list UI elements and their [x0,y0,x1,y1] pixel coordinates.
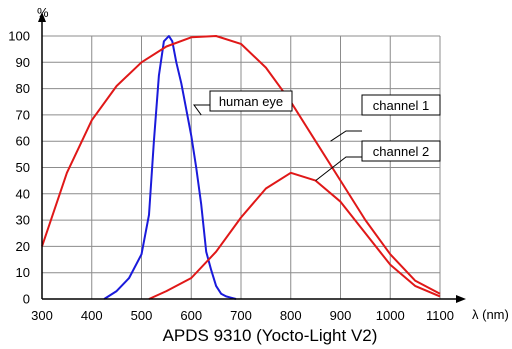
series-label-human-eye: human eye [219,94,283,109]
series-line-channel-1 [41,35,441,295]
callout-box-channel-2 [361,140,441,162]
callout-leader-channel-2 [315,156,362,182]
callouts: human eye channel 1 channel 2 [193,90,441,182]
y-tick-label: 50 [16,160,30,175]
axes [38,12,466,303]
callout-leader-channel-1 [330,130,362,142]
x-tick-label: 800 [280,308,302,323]
y-tick-label: 0 [23,292,30,307]
y-tick-label: 70 [16,107,30,122]
series-line-channel-2 [148,171,441,300]
x-tick-label: 400 [81,308,103,323]
y-tick-label: 40 [16,186,30,201]
callout-box-channel-1 [361,94,441,116]
x-tick-label: 900 [330,308,352,323]
y-axis-arrow [38,12,46,22]
x-tick-label: 300 [31,308,53,323]
x-axis-arrow [456,295,466,303]
callout-leader-human-eye [193,104,210,116]
x-tick-label: 1000 [376,308,405,323]
series-label-channel-1: channel 1 [373,98,429,113]
y-tick-label: 20 [16,239,30,254]
x-tick-label: 600 [180,308,202,323]
x-tick-label: 700 [230,308,252,323]
series-layer [41,35,441,300]
y-tick-label: 30 [16,213,30,228]
y-tick-label: 60 [16,134,30,149]
x-axis-label: λ (nm) [472,307,509,322]
y-tick-label: 90 [16,55,30,70]
y-tick-label: 10 [16,265,30,280]
grid [42,35,441,299]
chart-title: APDS 9310 (Yocto-Light V2) [163,326,378,345]
y-axis-label: % [37,5,49,20]
y-tick-label: 100 [8,29,30,44]
callout-box-human-eye [209,90,293,112]
y-tick-label: 80 [16,81,30,96]
series-label-channel-2: channel 2 [373,144,429,159]
x-tick-label: 1100 [426,308,454,323]
series-line-human-eye [103,35,237,300]
tick-labels: 300 400 500 600 700 800 900 1000 1100 0 10 20 30 40 50… [8,29,454,324]
x-tick-label: 500 [131,308,153,323]
